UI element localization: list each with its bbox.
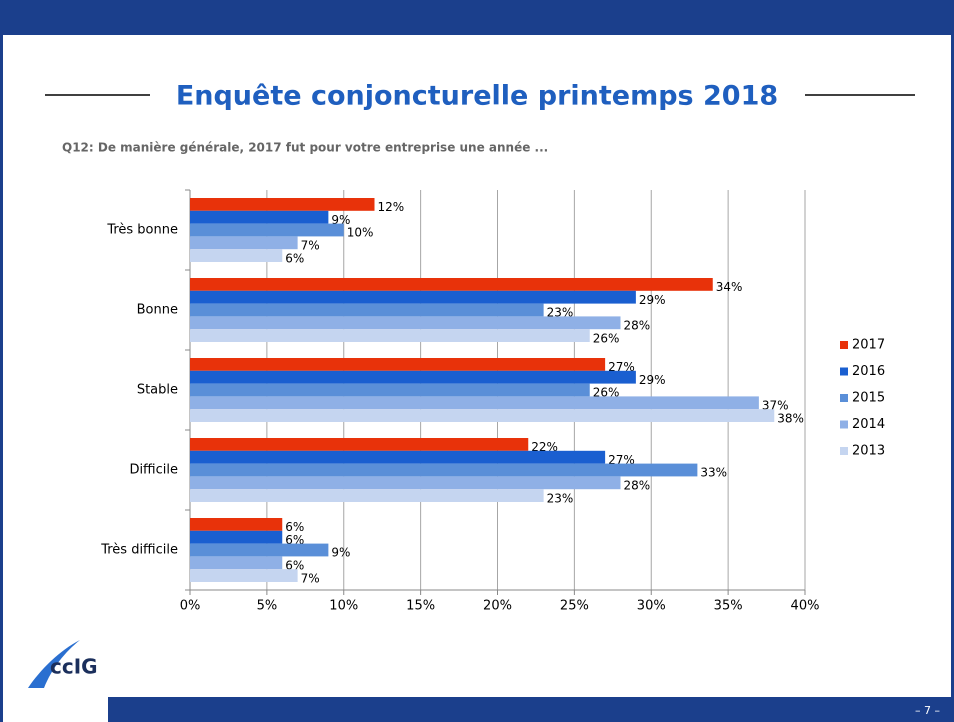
value-label: 9% bbox=[331, 546, 350, 560]
value-label: 22% bbox=[531, 440, 558, 454]
y-tick-label: Bonne bbox=[137, 303, 178, 318]
y-tick-label: Difficile bbox=[129, 463, 178, 478]
value-label: 23% bbox=[547, 306, 574, 320]
value-label: 28% bbox=[624, 319, 651, 333]
legend-label: 2013 bbox=[852, 444, 885, 459]
legend-label: 2017 bbox=[852, 338, 885, 353]
value-label: 10% bbox=[347, 226, 374, 240]
x-tick-label: 35% bbox=[714, 599, 743, 614]
bar bbox=[190, 249, 283, 262]
y-tick-label: Stable bbox=[137, 383, 178, 398]
legend-swatch bbox=[840, 420, 848, 429]
x-tick-label: 15% bbox=[406, 599, 435, 614]
value-label: 34% bbox=[716, 280, 743, 294]
value-label: 6% bbox=[285, 251, 304, 265]
bar bbox=[190, 303, 544, 317]
bar bbox=[190, 463, 698, 477]
y-tick-label: Très difficile bbox=[100, 543, 178, 558]
bar bbox=[190, 198, 375, 211]
legend-label: 2014 bbox=[852, 417, 885, 432]
x-tick-label: 30% bbox=[637, 599, 666, 614]
value-label: 6% bbox=[285, 559, 304, 573]
bar bbox=[190, 450, 606, 464]
legend-label: 2016 bbox=[852, 364, 885, 379]
value-label: 27% bbox=[608, 453, 635, 467]
bar bbox=[190, 569, 298, 582]
legend-label: 2015 bbox=[852, 391, 885, 406]
bar bbox=[190, 223, 344, 237]
x-tick-label: 20% bbox=[483, 599, 512, 614]
value-label: 9% bbox=[331, 213, 350, 227]
logo-mark bbox=[28, 640, 80, 688]
bar bbox=[190, 396, 759, 410]
value-label: 7% bbox=[301, 571, 320, 585]
page-number: – 7 – bbox=[915, 704, 940, 717]
value-label: 27% bbox=[608, 360, 635, 374]
x-tick-label: 10% bbox=[329, 599, 358, 614]
bar bbox=[190, 236, 298, 250]
bar bbox=[190, 316, 621, 330]
legend-swatch bbox=[840, 367, 848, 376]
top-bar bbox=[0, 0, 954, 35]
chart-subtitle: Q12: De manière générale, 2017 fut pour … bbox=[62, 141, 548, 155]
bar bbox=[190, 438, 529, 451]
value-label: 26% bbox=[593, 386, 620, 400]
value-label: 6% bbox=[285, 520, 304, 534]
value-label: 23% bbox=[547, 491, 574, 505]
x-tick-label: 0% bbox=[180, 599, 201, 614]
bar bbox=[190, 530, 283, 544]
bar bbox=[190, 383, 590, 397]
logo: ccIG bbox=[50, 655, 98, 679]
value-label: 12% bbox=[378, 200, 405, 214]
bar bbox=[190, 409, 775, 422]
bar bbox=[190, 370, 636, 384]
value-label: 38% bbox=[777, 411, 804, 425]
value-label: 7% bbox=[301, 239, 320, 253]
bar bbox=[190, 476, 621, 490]
bar bbox=[190, 278, 713, 291]
bar bbox=[190, 543, 329, 557]
value-label: 29% bbox=[639, 293, 666, 307]
bottom-bar bbox=[108, 697, 954, 722]
bar bbox=[190, 556, 283, 570]
y-tick-label: Très bonne bbox=[106, 223, 178, 238]
value-label: 28% bbox=[624, 479, 651, 493]
x-tick-label: 5% bbox=[257, 599, 278, 614]
bar bbox=[190, 358, 606, 371]
bar bbox=[190, 210, 329, 224]
value-label: 6% bbox=[285, 533, 304, 547]
right-border bbox=[951, 0, 954, 722]
x-tick-label: 25% bbox=[560, 599, 589, 614]
chart-title: Enquête conjoncturelle printemps 2018 bbox=[176, 81, 778, 112]
bar bbox=[190, 329, 590, 342]
x-tick-label: 40% bbox=[791, 599, 820, 614]
legend-swatch bbox=[840, 341, 848, 349]
legend-swatch bbox=[840, 394, 848, 402]
value-label: 29% bbox=[639, 373, 666, 387]
left-border bbox=[0, 0, 3, 722]
legend-swatch bbox=[840, 447, 848, 455]
bar bbox=[190, 489, 544, 502]
value-label: 37% bbox=[762, 399, 789, 413]
value-label: 33% bbox=[700, 466, 727, 480]
bar bbox=[190, 290, 636, 304]
value-label: 26% bbox=[593, 331, 620, 345]
bar bbox=[190, 518, 283, 531]
